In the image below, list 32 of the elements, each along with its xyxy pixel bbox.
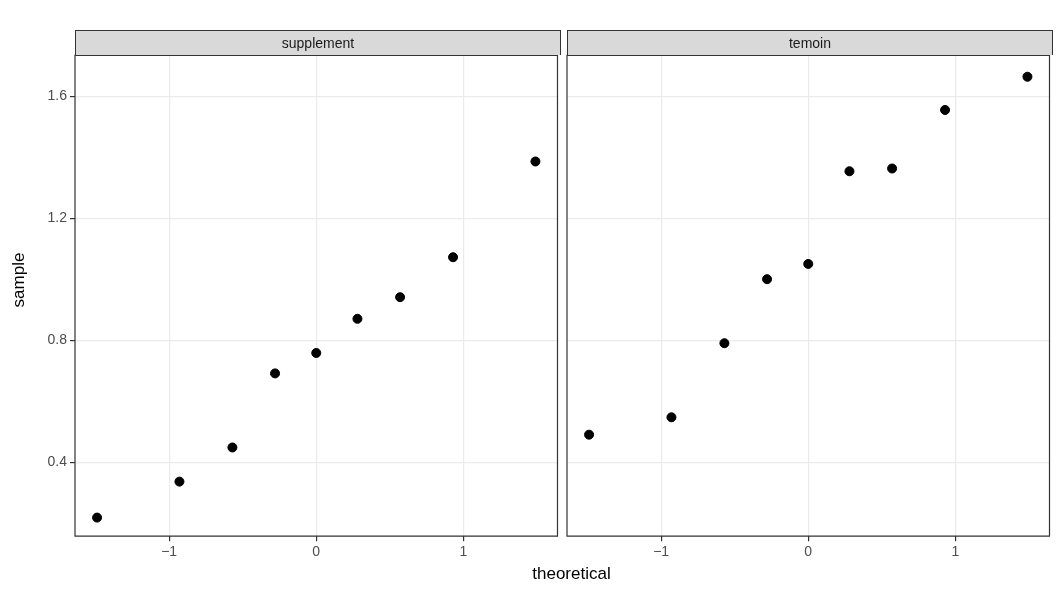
point	[174, 476, 185, 487]
point	[844, 166, 855, 177]
point	[311, 347, 322, 358]
x-tick-label: 1	[459, 543, 468, 560]
point	[666, 412, 677, 423]
point	[887, 163, 898, 174]
point	[448, 252, 459, 263]
point	[352, 313, 363, 324]
point	[762, 274, 773, 285]
point	[270, 368, 281, 379]
point	[92, 512, 103, 523]
x-tick-label: −1	[653, 543, 670, 560]
point	[530, 156, 541, 167]
point	[940, 104, 951, 115]
x-tick-label: 1	[951, 543, 960, 560]
y-tick-label: 0.8	[47, 331, 68, 348]
y-tick-label: 1.2	[47, 209, 68, 226]
point	[584, 429, 595, 440]
x-tick-label: −1	[161, 543, 178, 560]
point	[803, 258, 814, 269]
x-tick-label: 0	[312, 543, 321, 560]
x-axis-title: theoretical	[531, 564, 612, 584]
y-tick-label: 1.6	[47, 87, 68, 104]
y-axis-title: sample	[9, 252, 29, 308]
point	[395, 292, 406, 303]
y-tick-label: 0.4	[47, 452, 68, 469]
chart-title: supplement	[75, 30, 561, 55]
chart-title: temoin	[567, 30, 1053, 55]
x-tick-label: 0	[804, 543, 813, 560]
point	[227, 442, 238, 453]
point	[719, 338, 730, 349]
point	[1022, 71, 1033, 82]
